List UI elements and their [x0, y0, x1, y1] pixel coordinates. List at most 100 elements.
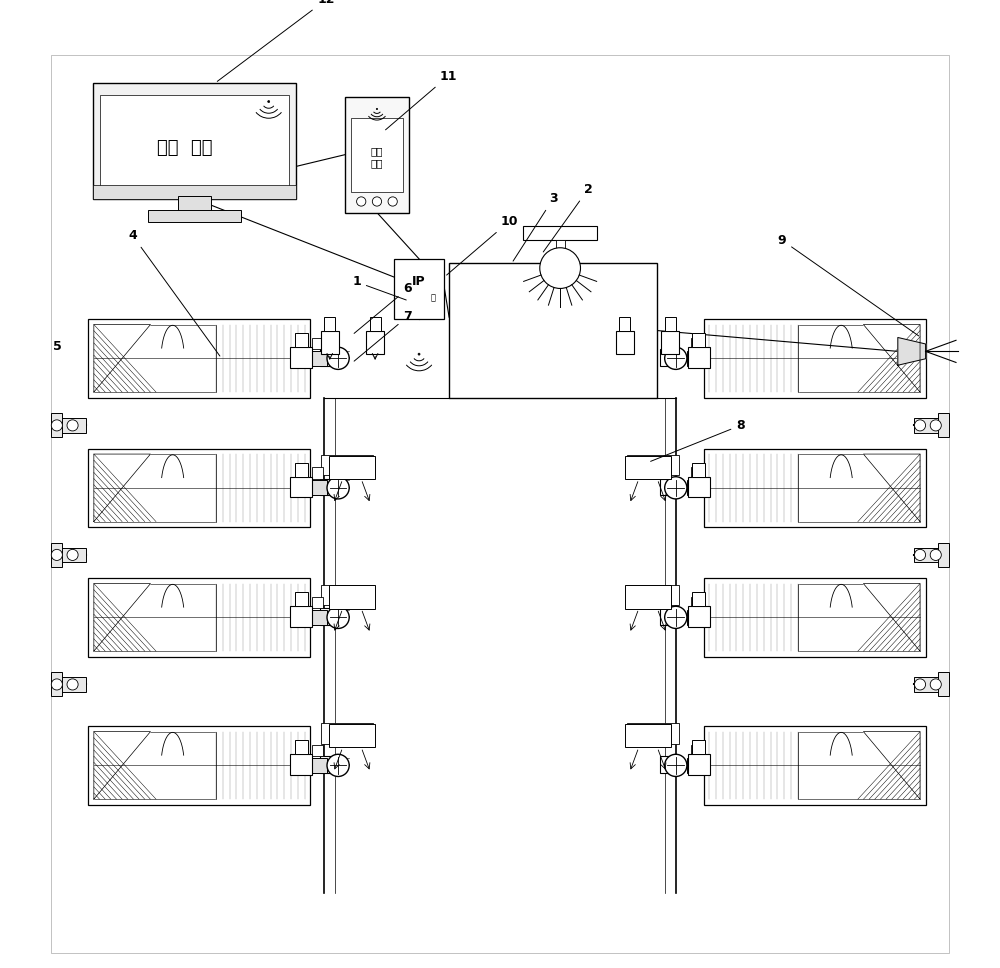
Bar [324, 317, 335, 330]
Circle shape [67, 679, 78, 690]
Bar [94, 732, 305, 800]
Circle shape [540, 248, 580, 288]
Bar [295, 463, 308, 476]
Circle shape [930, 550, 941, 560]
Circle shape [51, 420, 62, 431]
Text: 8: 8 [651, 419, 745, 462]
Bar [709, 454, 920, 522]
Polygon shape [863, 732, 920, 800]
Circle shape [357, 197, 366, 206]
Bar [627, 455, 679, 475]
Circle shape [388, 197, 397, 206]
Bar [665, 317, 676, 330]
Bar [312, 597, 323, 608]
Bar [938, 413, 949, 438]
Bar [687, 758, 704, 772]
Bar [351, 118, 403, 193]
Circle shape [914, 679, 926, 690]
Bar [310, 610, 327, 624]
Bar [914, 677, 947, 692]
Circle shape [665, 348, 687, 370]
Bar [321, 455, 373, 475]
Polygon shape [216, 454, 305, 522]
Polygon shape [863, 584, 920, 651]
Bar [627, 723, 679, 743]
Bar [370, 317, 381, 330]
Bar [616, 330, 634, 353]
Bar [938, 543, 949, 567]
Bar [178, 196, 211, 213]
Bar [312, 745, 323, 756]
Bar [691, 468, 702, 478]
Bar [321, 585, 373, 605]
Bar [709, 584, 920, 651]
Bar [691, 597, 702, 608]
Bar [53, 548, 86, 562]
Bar [625, 586, 671, 609]
Circle shape [665, 606, 687, 628]
Circle shape [930, 420, 941, 431]
Bar [619, 317, 630, 330]
Bar [627, 585, 679, 605]
Text: 9: 9 [778, 234, 919, 336]
Bar [660, 608, 680, 624]
Bar [692, 463, 705, 476]
Bar [660, 478, 680, 496]
Text: 7: 7 [354, 310, 412, 361]
Bar [688, 348, 710, 368]
Bar [310, 351, 327, 366]
Bar [88, 319, 310, 398]
Bar [660, 349, 680, 366]
Bar [320, 756, 340, 772]
Text: 11: 11 [386, 70, 457, 130]
Polygon shape [709, 584, 798, 651]
Bar [312, 338, 323, 349]
Text: 12: 12 [217, 0, 335, 81]
Bar [321, 330, 339, 353]
Polygon shape [94, 454, 150, 522]
Bar [692, 592, 705, 606]
Bar [295, 592, 308, 606]
Bar [709, 732, 920, 800]
Text: IP: IP [412, 275, 426, 288]
Polygon shape [94, 584, 150, 651]
Polygon shape [94, 732, 150, 800]
Bar [688, 754, 710, 774]
Bar [321, 723, 373, 743]
Circle shape [930, 679, 941, 690]
Bar [687, 610, 704, 624]
Text: 6: 6 [354, 283, 412, 333]
Circle shape [376, 108, 378, 109]
Bar [345, 97, 409, 213]
Bar [320, 478, 340, 496]
Bar [295, 741, 308, 754]
Bar [329, 456, 375, 479]
Bar [938, 673, 949, 696]
Text: 5: 5 [53, 340, 62, 353]
Bar [692, 741, 705, 754]
Bar [94, 324, 305, 392]
Polygon shape [94, 324, 150, 392]
Bar [625, 456, 671, 479]
Bar [93, 83, 296, 198]
Bar [290, 606, 312, 626]
Circle shape [327, 348, 349, 370]
Bar [320, 349, 340, 366]
Bar [692, 333, 705, 348]
Bar [94, 584, 305, 651]
Circle shape [51, 679, 62, 690]
Circle shape [51, 550, 62, 560]
Text: 监控  电脑: 监控 电脑 [157, 138, 212, 157]
Bar [290, 754, 312, 774]
Polygon shape [216, 324, 305, 392]
Bar [290, 348, 312, 368]
Polygon shape [216, 584, 305, 651]
Bar [691, 745, 702, 756]
Polygon shape [709, 732, 798, 800]
Bar [449, 263, 657, 398]
Bar [914, 548, 947, 562]
Bar [660, 756, 680, 772]
Circle shape [67, 550, 78, 560]
Circle shape [665, 476, 687, 499]
Circle shape [914, 550, 926, 560]
